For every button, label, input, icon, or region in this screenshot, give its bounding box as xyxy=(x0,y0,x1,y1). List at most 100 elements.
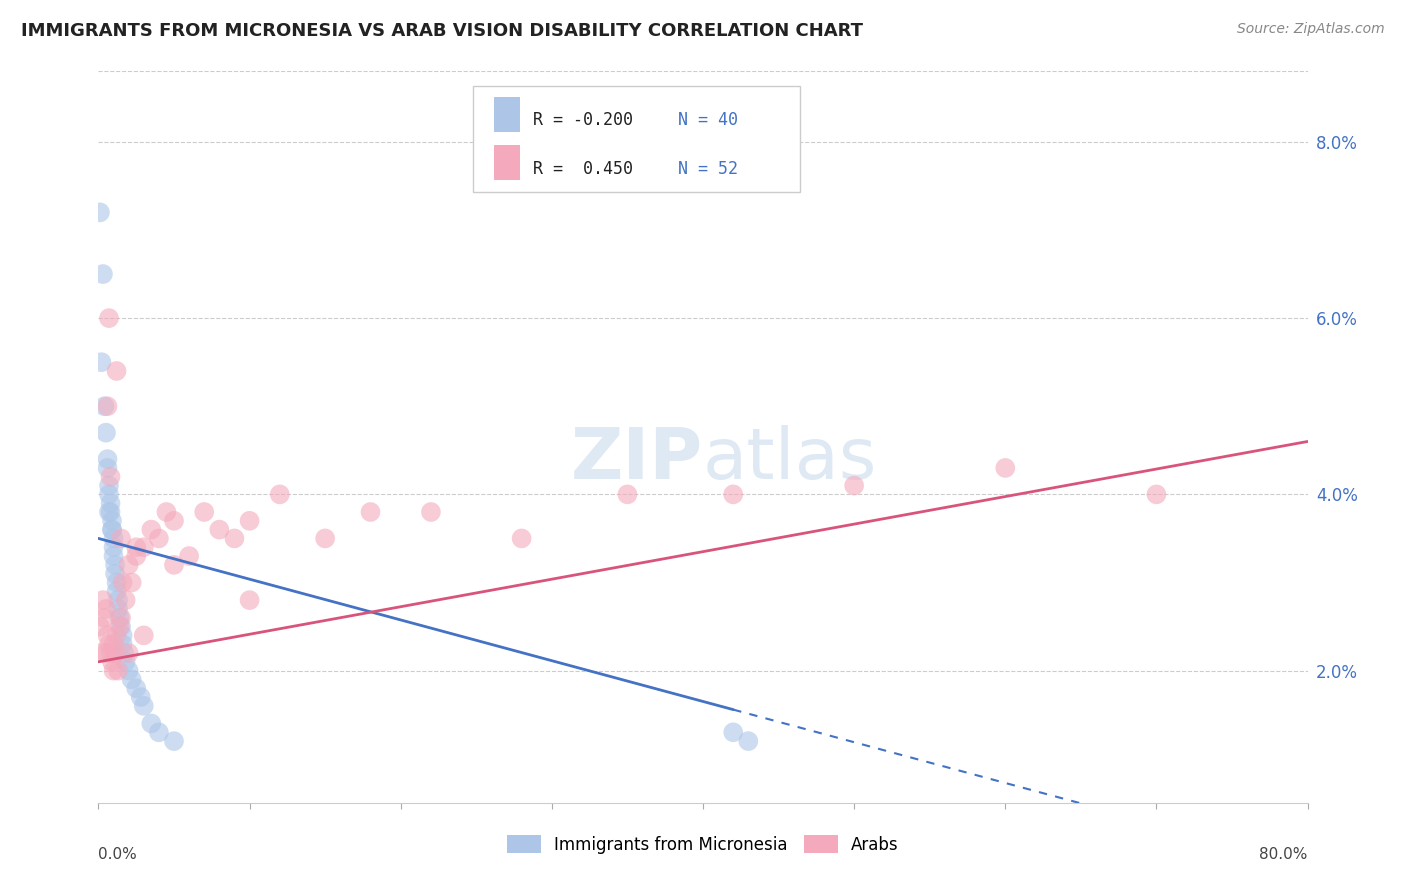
Point xyxy=(103,664,125,678)
Point xyxy=(90,646,112,660)
Point xyxy=(105,364,128,378)
Text: 80.0%: 80.0% xyxy=(1260,847,1308,862)
Point xyxy=(239,514,262,528)
Text: IMMIGRANTS FROM MICRONESIA VS ARAB VISION DISABILITY CORRELATION CHART: IMMIGRANTS FROM MICRONESIA VS ARAB VISIO… xyxy=(21,22,863,40)
Point xyxy=(107,664,129,678)
Point xyxy=(360,505,382,519)
Point xyxy=(148,725,170,739)
Point xyxy=(193,505,215,519)
Point xyxy=(100,496,122,510)
FancyBboxPatch shape xyxy=(474,86,800,192)
Point xyxy=(179,549,201,563)
Point xyxy=(224,532,246,546)
Point xyxy=(96,628,118,642)
Point xyxy=(132,628,155,642)
Point xyxy=(723,487,745,501)
Point xyxy=(239,593,262,607)
Point xyxy=(107,602,129,616)
Text: atlas: atlas xyxy=(703,425,877,493)
Point xyxy=(98,637,121,651)
Point xyxy=(94,646,117,660)
Point xyxy=(94,602,117,616)
Point xyxy=(141,523,163,537)
Text: ZIP: ZIP xyxy=(571,425,703,493)
Point xyxy=(93,611,115,625)
Text: Source: ZipAtlas.com: Source: ZipAtlas.com xyxy=(1237,22,1385,37)
Point xyxy=(723,725,745,739)
Point xyxy=(94,425,117,440)
Point xyxy=(121,575,143,590)
Point xyxy=(96,399,118,413)
Point xyxy=(1144,487,1167,501)
Text: R = -0.200: R = -0.200 xyxy=(533,112,633,129)
Point xyxy=(107,593,129,607)
Point xyxy=(125,549,148,563)
Point xyxy=(104,558,127,572)
Point xyxy=(737,734,759,748)
Point xyxy=(163,514,186,528)
Point xyxy=(114,593,136,607)
Text: 0.0%: 0.0% xyxy=(98,847,138,862)
Point xyxy=(101,523,124,537)
Text: N = 52: N = 52 xyxy=(678,160,738,178)
Point xyxy=(104,646,127,660)
Point xyxy=(108,611,131,625)
Point xyxy=(98,311,121,326)
Point xyxy=(93,399,115,413)
Point xyxy=(510,532,533,546)
Point xyxy=(616,487,638,501)
Point xyxy=(420,505,443,519)
Point xyxy=(111,637,134,651)
Legend: Immigrants from Micronesia, Arabs: Immigrants from Micronesia, Arabs xyxy=(501,829,905,860)
Point xyxy=(105,628,128,642)
Point xyxy=(100,646,122,660)
Point xyxy=(90,355,112,369)
Point xyxy=(89,619,111,633)
Point xyxy=(118,664,141,678)
Point xyxy=(118,558,141,572)
Point xyxy=(118,646,141,660)
Point xyxy=(91,593,114,607)
Point xyxy=(129,690,152,704)
Point xyxy=(844,478,866,492)
Point xyxy=(108,619,131,633)
Text: N = 40: N = 40 xyxy=(678,112,738,129)
Point xyxy=(101,655,124,669)
Point xyxy=(96,452,118,467)
Point xyxy=(105,584,128,599)
Point xyxy=(269,487,291,501)
Point xyxy=(163,558,186,572)
Point xyxy=(148,532,170,546)
Point xyxy=(98,505,121,519)
Point xyxy=(994,461,1017,475)
Point xyxy=(132,698,155,713)
Point xyxy=(104,566,127,581)
Point xyxy=(125,540,148,554)
Point xyxy=(101,523,124,537)
Point xyxy=(103,540,125,554)
Point xyxy=(121,673,143,687)
Point xyxy=(125,681,148,696)
Point xyxy=(155,505,177,519)
FancyBboxPatch shape xyxy=(494,97,520,132)
FancyBboxPatch shape xyxy=(494,145,520,179)
Point xyxy=(110,619,132,633)
Point xyxy=(103,532,125,546)
Text: R =  0.450: R = 0.450 xyxy=(533,160,633,178)
Point xyxy=(111,575,134,590)
Point xyxy=(100,505,122,519)
Point xyxy=(105,575,128,590)
Point xyxy=(96,461,118,475)
Point xyxy=(110,611,132,625)
Point xyxy=(89,205,111,219)
Point xyxy=(208,523,231,537)
Point xyxy=(314,532,336,546)
Point xyxy=(141,716,163,731)
Point xyxy=(103,549,125,563)
Point xyxy=(98,478,121,492)
Point xyxy=(111,628,134,642)
Point xyxy=(132,540,155,554)
Point xyxy=(91,267,114,281)
Point xyxy=(114,655,136,669)
Point xyxy=(103,637,125,651)
